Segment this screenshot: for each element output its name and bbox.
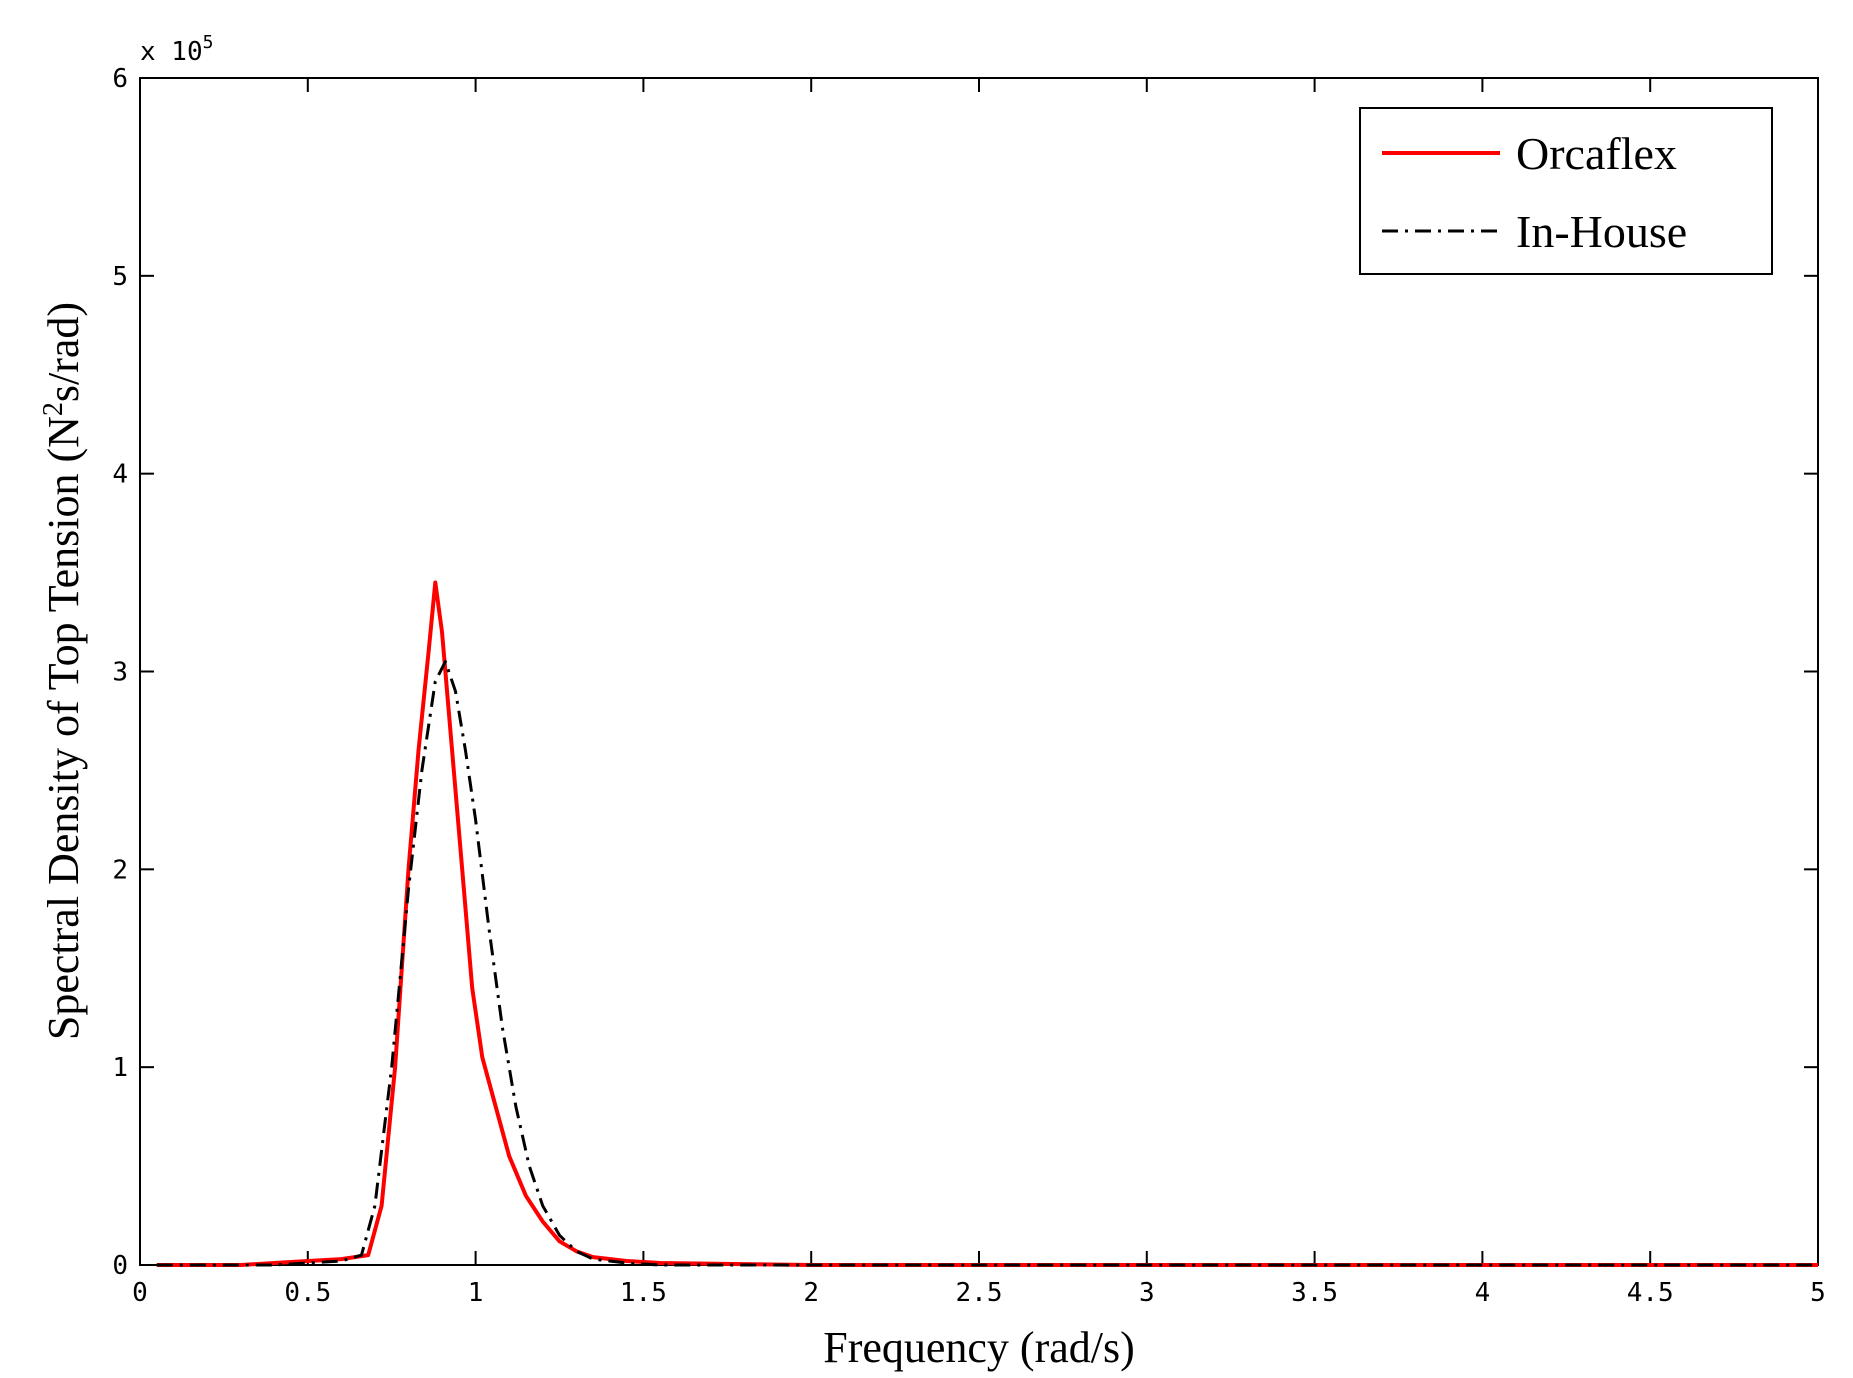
- x-tick-label: 5: [1810, 1278, 1826, 1308]
- x-axis-ticks: 0 0.5 1 1.5 2 2.5 3 3.5 4 4.5 5: [132, 78, 1826, 1308]
- series-layer: [156, 580, 1818, 1267]
- x-tick-label: 2: [803, 1278, 819, 1308]
- y-axis-label-superscript: 2: [38, 402, 69, 416]
- legend-box: [1359, 107, 1773, 275]
- y-axis-label-main: Spectral Density of Top Tension (N: [39, 416, 88, 1040]
- y-axis-label: Spectral Density of Top Tension (N2s/rad…: [38, 302, 88, 1040]
- y-axis-label-tail: s/rad): [39, 302, 88, 402]
- plot-area: [139, 77, 1819, 1266]
- x-tick-label: 3: [1139, 1278, 1155, 1308]
- x-tick-label: 0.5: [284, 1278, 331, 1308]
- x-tick-label: 1.5: [620, 1278, 667, 1308]
- x-tick-label: 4: [1475, 1278, 1491, 1308]
- legend-label-in-house: In-House: [1516, 206, 1687, 257]
- series-line-orcaflex: [156, 580, 1818, 1267]
- y-tick-label: 4: [112, 460, 128, 490]
- legend: Orcaflex In-House: [1359, 107, 1773, 275]
- series-line-in-house: [156, 660, 1818, 1267]
- x-axis-label: Frequency (rad/s): [823, 1323, 1135, 1372]
- legend-label-orcaflex: Orcaflex: [1516, 128, 1677, 179]
- y-axis-ticks: 0 1 2 3 4 5 6: [112, 64, 1818, 1281]
- x-tick-label: 0: [132, 1278, 148, 1308]
- x-tick-label: 2.5: [956, 1278, 1003, 1308]
- x-tick-label: 3.5: [1291, 1278, 1338, 1308]
- y-multiplier-label: x 105: [140, 32, 213, 67]
- y-tick-label: 6: [112, 64, 128, 94]
- y-tick-label: 2: [112, 855, 128, 885]
- y-tick-label: 5: [112, 262, 128, 292]
- y-multiplier-exponent: 5: [203, 32, 214, 53]
- x-tick-label: 1: [468, 1278, 484, 1308]
- y-tick-label: 0: [112, 1251, 128, 1281]
- x-tick-label: 4.5: [1627, 1278, 1674, 1308]
- y-tick-label: 3: [112, 658, 128, 688]
- y-tick-label: 1: [112, 1053, 128, 1083]
- y-multiplier-base: x 10: [140, 37, 203, 67]
